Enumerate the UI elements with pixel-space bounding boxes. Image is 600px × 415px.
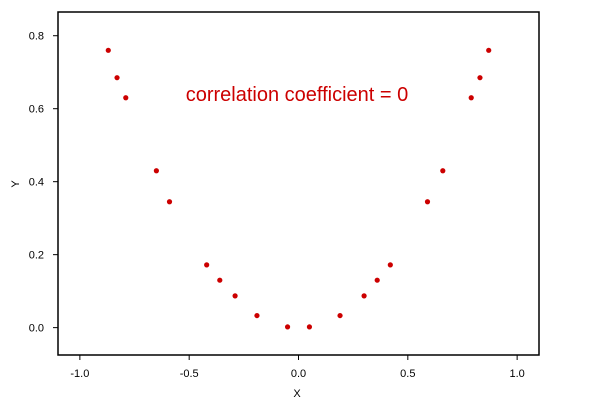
data-point [306,324,313,330]
data-point [204,262,210,268]
x-tick-label: 0.5 [400,368,415,380]
x-tick-label: -0.5 [180,368,199,380]
y-tick-label: 0.2 [29,250,44,262]
data-point [468,95,474,101]
data-points [105,47,492,330]
data-point [374,277,380,283]
x-tick-label: -1.0 [70,368,89,380]
y-axis: 0.0 0.2 0.4 0.6 0.8 [29,31,58,335]
data-point [123,95,129,101]
data-point [114,75,120,81]
data-point [105,47,111,53]
data-point [284,324,291,330]
data-point [166,199,173,205]
data-point [486,47,492,53]
data-point [153,168,159,174]
x-tick-label: 0.0 [291,368,306,380]
data-point [387,262,393,268]
data-point [424,199,431,205]
data-point [440,168,446,174]
data-point [361,293,367,299]
data-point [337,312,343,319]
y-tick-label: 0.8 [29,31,44,43]
y-axis-title: Y [10,180,22,188]
data-point [217,277,223,283]
plot-frame [57,11,540,356]
y-tick-label: 0.4 [29,177,44,189]
x-axis: -1.0 -0.5 0.0 0.5 1.0 [70,355,525,380]
y-tick-label: 0.6 [29,104,44,116]
data-point [232,293,238,299]
correlation-annotation: correlation coefficient = 0 [186,84,409,106]
data-point [477,75,483,81]
x-tick-label: 1.0 [509,368,524,380]
data-point [254,312,260,319]
x-axis-title: X [293,388,301,400]
y-tick-label: 0.0 [29,323,44,335]
